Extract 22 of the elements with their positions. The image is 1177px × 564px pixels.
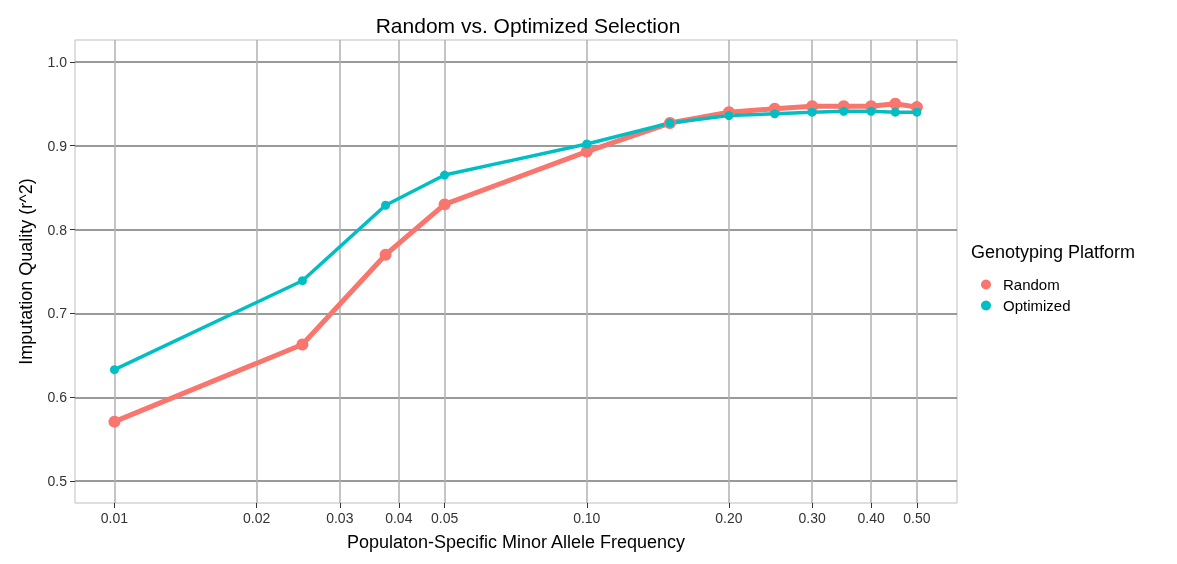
y-tick-label: 0.7 — [47, 305, 68, 322]
x-tick-label: 0.40 — [857, 510, 885, 526]
legend-label: Optimized — [1003, 297, 1071, 314]
chart-title: Random vs. Optimized Selection — [375, 14, 681, 37]
legend-title: Genotyping Platform — [971, 242, 1136, 262]
y-tick-label: 0.5 — [47, 473, 68, 490]
x-tick-label: 0.01 — [100, 510, 129, 526]
legend-label: Random — [1003, 276, 1060, 293]
y-tick-label: 0.9 — [47, 137, 68, 154]
x-tick-label: 0.03 — [326, 510, 354, 526]
y-axis-title: Imputation Quality (r^2) — [16, 178, 36, 365]
x-axis-title: Populaton-Specific Minor Allele Frequency — [346, 532, 686, 552]
y-tick-label: 1.0 — [47, 53, 68, 70]
x-tick-label: 0.05 — [430, 510, 459, 526]
x-tick-label: 0.04 — [385, 510, 413, 526]
y-tick-label: 0.6 — [47, 389, 68, 406]
y-tick-label: 0.8 — [47, 221, 68, 238]
x-tick-label: 0.50 — [903, 510, 931, 526]
x-tick-label: 0.10 — [573, 510, 601, 526]
x-tick-label: 0.30 — [798, 510, 826, 526]
x-tick-label: 0.20 — [715, 510, 743, 526]
x-tick-label: 0.02 — [243, 510, 271, 526]
